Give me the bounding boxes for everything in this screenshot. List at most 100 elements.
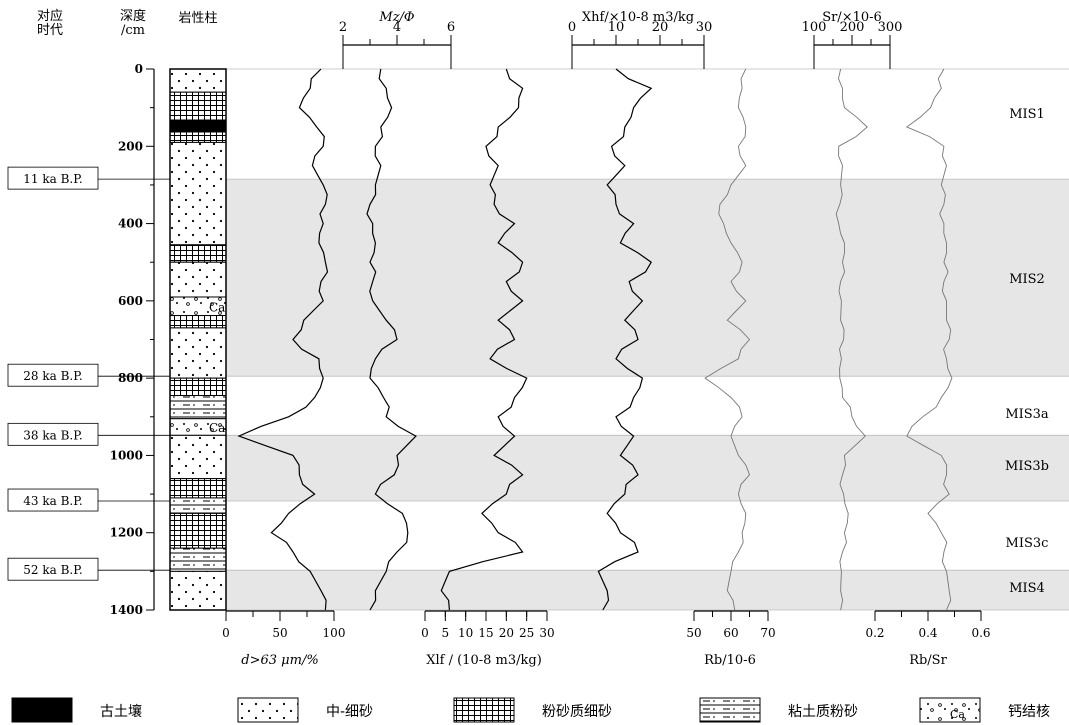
bottom-tick-label: 100 xyxy=(323,626,346,640)
litho-layer-grid xyxy=(169,478,227,499)
xhf-tick-label: 0 xyxy=(568,20,576,35)
legend-swatch-ca-text: Ca xyxy=(950,708,965,721)
age-label-box xyxy=(7,166,99,190)
mis-label: MIS2 xyxy=(1009,272,1045,287)
rbsr-axis-title: Rb/Sr xyxy=(909,653,947,668)
litho-layer-grid xyxy=(169,315,227,329)
mis-labels: MIS1 MIS2 MIS3a MIS3b MIS3c MIS4 xyxy=(1005,107,1049,596)
xlf-axis-title: Xlf / (10-8 m3/kg) xyxy=(426,653,542,668)
litho-layer-dots xyxy=(169,327,227,379)
sr-tick-label: 300 xyxy=(878,20,903,35)
age-column-header-2: 时代 xyxy=(37,23,63,38)
litho-layer-black xyxy=(169,119,227,133)
litho-layer-grid xyxy=(169,91,227,121)
depth-tick-label: 1200 xyxy=(110,526,143,540)
age-label-box xyxy=(7,557,99,581)
bottom-tick-label: 50 xyxy=(272,626,287,640)
legend-swatch-ca xyxy=(919,697,981,723)
age-label-text: 43 ka B.P. xyxy=(23,494,82,508)
litho-column-header: 岩性柱 xyxy=(178,11,217,26)
litho-layer-grid xyxy=(169,244,227,263)
sand-axis-title: d>63 μm/% xyxy=(241,653,318,668)
mis-label: MIS1 xyxy=(1009,107,1045,122)
litho-layer-dashes xyxy=(169,395,227,420)
bottom-tick-label: 0 xyxy=(222,626,230,640)
sr-tick-label: 200 xyxy=(840,20,865,35)
xhf-tick-label: 20 xyxy=(652,20,669,35)
age-column-header-1: 对应 xyxy=(37,8,63,24)
bottom-tick-label: 0.2 xyxy=(865,626,884,640)
band-lines xyxy=(226,68,1069,611)
litho-layer-dots xyxy=(169,261,227,298)
litho-layer-grid xyxy=(169,131,227,143)
legend-swatch-dots xyxy=(237,697,299,723)
bottom-tick-label: 25 xyxy=(519,626,534,640)
bottom-tick-label: 0.4 xyxy=(918,626,937,640)
bottom-tick-label: 0 xyxy=(421,626,429,640)
age-label-text: 28 ka B.P. xyxy=(23,369,82,383)
mis-label: MIS3c xyxy=(1006,536,1049,551)
mis-bands xyxy=(226,179,1069,610)
series-line-mz xyxy=(366,68,417,611)
depth-axis: 0 200 400 600 800 1000 1200 1400 xyxy=(110,62,155,617)
age-label-box xyxy=(7,363,99,387)
bottom-tick-label: 10 xyxy=(458,626,473,640)
litho-layer-grid xyxy=(169,377,227,397)
depth-tick-label: 800 xyxy=(118,371,143,385)
litho-layer-grid xyxy=(169,512,227,549)
litho-frame xyxy=(169,68,227,611)
legend-label: 中-细砂 xyxy=(326,704,373,720)
bottom-tick-label: 30 xyxy=(539,626,554,640)
depth-tick-label: 1000 xyxy=(110,448,143,462)
series-line-xlf xyxy=(440,68,528,611)
mz-tick-label: 4 xyxy=(393,20,401,35)
xhf-axis-title: Xhf/×10-8 m3/kg xyxy=(582,10,694,25)
age-label-text: 52 ka B.P. xyxy=(23,563,82,577)
bottom-tick-label: 5 xyxy=(442,626,450,640)
depth-tick-label: 1400 xyxy=(110,603,143,617)
legend-label: 古土壤 xyxy=(100,703,142,720)
age-label-text: 38 ka B.P. xyxy=(23,428,82,442)
sr-axis-title: Sr/×10-6 xyxy=(822,10,882,25)
depth-column-header-1: 深度 xyxy=(120,8,146,24)
legend-label: 粘土质粉砂 xyxy=(788,704,858,720)
mis-band-mis2 xyxy=(226,179,1069,377)
litho-layer-dashes xyxy=(169,497,227,514)
series-line-sand xyxy=(237,68,329,611)
mz-tick-label: 6 xyxy=(447,20,455,35)
age-labels: 11 ka B.P. 28 ka B.P. 38 ka B.P. 43 ka B.P.… xyxy=(7,166,170,581)
litho-layer-dashes xyxy=(169,547,227,572)
age-label-box xyxy=(7,488,99,512)
litho-layer-dots xyxy=(169,141,227,246)
xhf-tick-label: 30 xyxy=(696,20,713,35)
rb-axis-title: Rb/10-6 xyxy=(704,653,756,668)
lithology-column: Ca Ca xyxy=(169,68,227,611)
litho-ca-label: Ca xyxy=(209,421,225,435)
depth-tick-label: 400 xyxy=(118,217,143,231)
legend-swatch-black xyxy=(11,697,73,723)
litho-ca-label: Ca xyxy=(209,300,225,314)
mis-label: MIS4 xyxy=(1009,581,1045,596)
legend: 古土壤 中-细砂 粉砂质细砂 粘土质粉砂 Ca 钙结核 xyxy=(11,697,1050,723)
litho-layer-dots xyxy=(169,570,227,611)
bottom-tick-label: 70 xyxy=(760,626,775,640)
depth-tick-label: 600 xyxy=(118,294,143,308)
series-line-xhf xyxy=(597,68,653,611)
legend-label: 粉砂质细砂 xyxy=(542,704,612,720)
mz-tick-label: 2 xyxy=(339,20,347,35)
mz-axis-title: Mz/Φ xyxy=(378,10,415,25)
mis-label: MIS3a xyxy=(1005,407,1049,422)
litho-layer-dots xyxy=(169,68,227,93)
age-label-text: 11 ka B.P. xyxy=(23,172,82,186)
litho-layer-dots xyxy=(169,434,227,480)
mis-label: MIS3b xyxy=(1005,459,1049,474)
depth-column-header-2: /cm xyxy=(121,23,145,38)
legend-swatch-grid xyxy=(453,697,515,723)
legend-label: 钙结核 xyxy=(1008,704,1050,720)
series-line-sr xyxy=(835,68,868,611)
series-line-rb xyxy=(704,68,751,611)
bottom-tick-label: 0.6 xyxy=(971,626,990,640)
sr-tick-label: 100 xyxy=(802,20,827,35)
